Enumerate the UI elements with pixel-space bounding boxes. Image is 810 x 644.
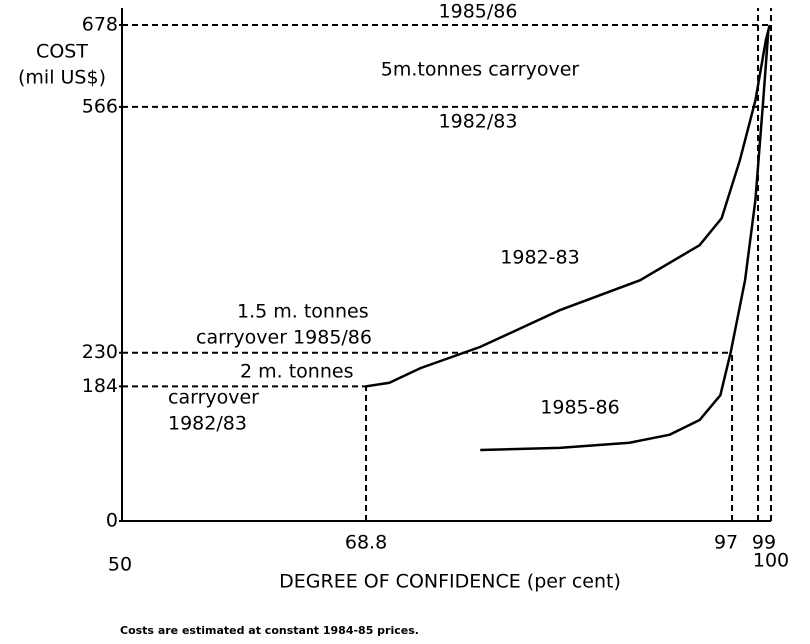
x-tick-label: 97 xyxy=(714,532,738,554)
x-tick-label: 68.8 xyxy=(345,532,387,554)
x-tick-label: 100 xyxy=(753,550,789,572)
x-axis-label: DEGREE OF CONFIDENCE (per cent) xyxy=(279,571,621,593)
line xyxy=(480,30,770,452)
x-tick-label: 50 xyxy=(108,554,132,576)
annotation: carryover 1985/86 xyxy=(196,327,372,349)
series-label: 1982-83 xyxy=(500,247,579,269)
line xyxy=(365,24,771,388)
y-axis-label: (mil US$) xyxy=(18,67,106,89)
series-label: 1985-86 xyxy=(540,397,619,419)
y-tick-label: 678 xyxy=(82,14,118,36)
annotation: 2 m. tonnes xyxy=(240,361,353,383)
annotation: 5m.tonnes carryover xyxy=(381,59,580,81)
annotation: carryover xyxy=(168,387,259,409)
y-axis-label: COST xyxy=(36,41,88,63)
annotation: 1982/83 xyxy=(168,413,247,435)
x-tick-label: 99 xyxy=(752,532,776,554)
y-tick-label: 184 xyxy=(82,375,118,397)
annotation: 1.5 m. tonnes xyxy=(237,301,369,323)
y-tick-label: 230 xyxy=(82,341,118,363)
annotation: 1985/86 xyxy=(439,1,518,23)
note: Costs are estimated at constant 1984-85 … xyxy=(120,624,419,637)
annotation: 1982/83 xyxy=(439,111,518,133)
y-tick-label: 0 xyxy=(106,510,118,532)
y-tick-label: 566 xyxy=(82,95,118,117)
